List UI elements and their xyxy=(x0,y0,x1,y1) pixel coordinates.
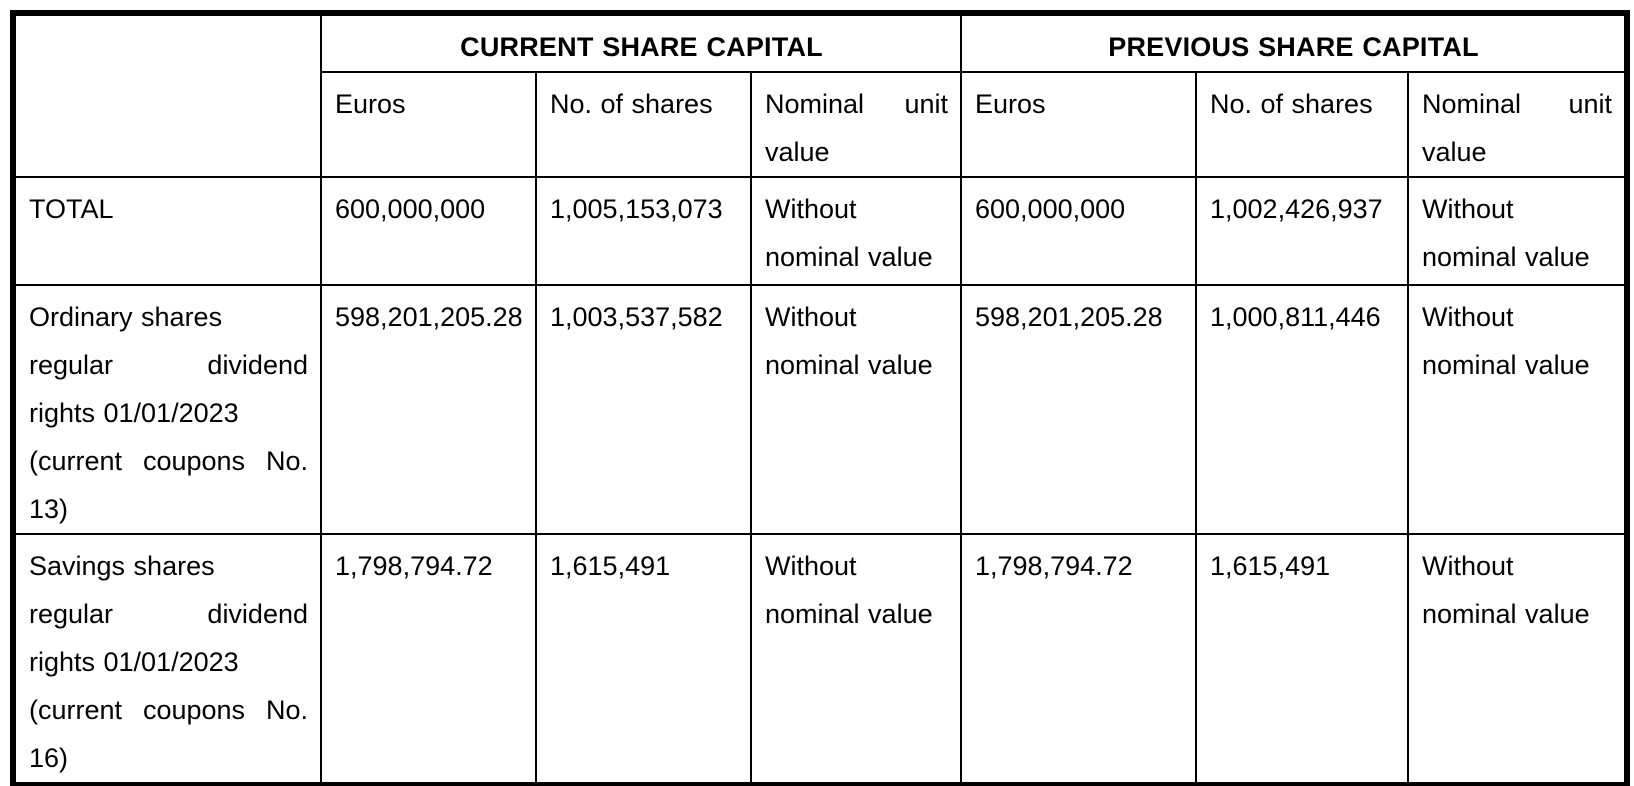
table-row-total: TOTAL 600,000,000 1,005,153,073 Without n… xyxy=(12,176,1628,286)
col-header-previous-shares: No. of shares xyxy=(1195,71,1409,178)
current-share-capital-header: CURRENT SHARE CAPITAL xyxy=(320,12,962,73)
total-current-nominal: Without nominal value xyxy=(750,176,962,286)
col-header-previous-euros: Euros xyxy=(960,71,1197,178)
share-capital-table: CURRENT SHARE CAPITAL PREVIOUS SHARE CAP… xyxy=(10,10,1630,786)
savings-current-euros: 1,798,794.72 xyxy=(320,533,537,786)
row-label-total: TOTAL xyxy=(12,176,322,286)
corner-empty-cell xyxy=(12,12,322,178)
row-label-savings-shares: Savings shares regular dividend rights 01/0… xyxy=(12,533,322,786)
table-row-ordinary-shares: Ordinary shares regular dividend rights 01/… xyxy=(12,284,1628,535)
savings-current-nominal: Without nominal value xyxy=(750,533,962,786)
ordinary-current-shares: 1,003,537,582 xyxy=(535,284,752,535)
ordinary-previous-euros: 598,201,205.28 xyxy=(960,284,1197,535)
total-previous-nominal: Without nominal value xyxy=(1407,176,1628,286)
col-header-current-nominal: Nominal unit value xyxy=(750,71,962,178)
ordinary-previous-shares: 1,000,811,446 xyxy=(1195,284,1409,535)
ordinary-previous-nominal: Without nominal value xyxy=(1407,284,1628,535)
row-label-ordinary-shares: Ordinary shares regular dividend rights 01/… xyxy=(12,284,322,535)
savings-previous-nominal: Without nominal value xyxy=(1407,533,1628,786)
col-header-current-euros: Euros xyxy=(320,71,537,178)
column-header-row: Euros No. of shares Nominal unit value Eur… xyxy=(13,71,1628,178)
col-header-current-shares: No. of shares xyxy=(535,71,752,178)
ordinary-current-nominal: Without nominal value xyxy=(750,284,962,535)
section-header-row: CURRENT SHARE CAPITAL PREVIOUS SHARE CAP… xyxy=(12,12,1628,178)
savings-current-shares: 1,615,491 xyxy=(535,533,752,786)
total-previous-euros: 600,000,000 xyxy=(960,176,1197,286)
ordinary-current-euros: 598,201,205.28 xyxy=(320,284,537,535)
total-current-shares: 1,005,153,073 xyxy=(535,176,752,286)
col-header-previous-nominal: Nominal unit value xyxy=(1407,71,1628,178)
savings-previous-shares: 1,615,491 xyxy=(1195,533,1409,786)
savings-previous-euros: 1,798,794.72 xyxy=(960,533,1197,786)
total-current-euros: 600,000,000 xyxy=(320,176,537,286)
total-previous-shares: 1,002,426,937 xyxy=(1195,176,1409,286)
previous-share-capital-header: PREVIOUS SHARE CAPITAL xyxy=(960,12,1628,73)
table-row-savings-shares: Savings shares regular dividend rights 01/0… xyxy=(12,533,1628,786)
